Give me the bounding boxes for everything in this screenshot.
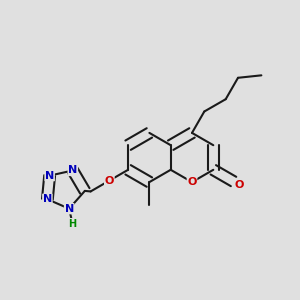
Text: O: O bbox=[235, 180, 244, 190]
Text: N: N bbox=[68, 166, 77, 176]
Text: N: N bbox=[45, 171, 54, 181]
Text: N: N bbox=[43, 194, 52, 204]
Text: N: N bbox=[64, 204, 74, 214]
Text: H: H bbox=[68, 219, 76, 229]
Text: O: O bbox=[187, 177, 197, 187]
Text: O: O bbox=[105, 176, 114, 186]
